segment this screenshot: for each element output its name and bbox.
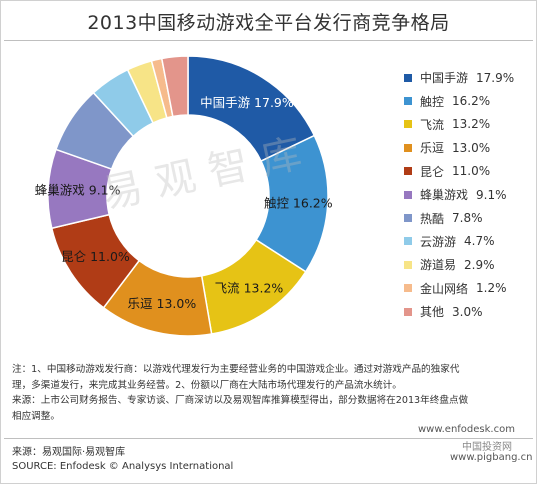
legend-swatch: [404, 167, 412, 176]
legend-item: 飞流 13.2%: [404, 113, 534, 136]
legend-label: 中国手游: [420, 71, 469, 86]
legend-item: 金山网络 1.2%: [404, 277, 534, 300]
legend-swatch: [404, 120, 412, 129]
legend-value: 11.0%: [452, 164, 491, 179]
site-url: www.enfodesk.com: [418, 424, 515, 435]
legend-swatch: [404, 73, 412, 82]
source-divider: [4, 438, 533, 439]
source-cn: 来源：易观国际·易观智库: [12, 447, 126, 458]
legend-item: 蜂巢游戏 9.1%: [404, 183, 534, 206]
title-divider: [4, 40, 533, 41]
chart-legend: 中国手游 17.9% 触控 16.2% 飞流 13.2% 乐逗 13.0% 昆仑 11.0% 蜂巢游…: [404, 66, 534, 323]
legend-label: 乐逗: [420, 141, 445, 156]
legend-item: 昆仑 11.0%: [404, 160, 534, 183]
chart-notes: 注：1、中国移动游戏发行商：以游戏代理发行为主要经营业务的中国游戏企业。通过对游…: [12, 362, 528, 424]
site-badge: 中国投资网: [462, 442, 512, 453]
legend-value: 16.2%: [452, 94, 491, 109]
legend-item: 云游游 4.7%: [404, 230, 534, 253]
legend-item: 其他 3.0%: [404, 300, 534, 323]
legend-item: 乐逗 13.0%: [404, 136, 534, 159]
legend-value: 1.2%: [476, 281, 507, 296]
legend-label: 金山网络: [420, 281, 469, 296]
legend-value: 7.8%: [452, 211, 483, 226]
legend-item: 中国手游 17.9%: [404, 66, 534, 89]
legend-value: 17.9%: [476, 70, 515, 85]
legend-item: 热酷 7.8%: [404, 206, 534, 229]
legend-swatch: [404, 260, 412, 269]
legend-label: 其他: [420, 305, 445, 320]
legend-label: 热酷: [420, 211, 445, 226]
legend-value: 13.0%: [452, 140, 491, 155]
donut-chart: 中国手游 17.9% 触控 16.2% 飞流 13.2% 乐逗 13.0% 昆仑 11.…: [35, 55, 333, 337]
note-line: 来源：上市公司财务报告、专家访谈、厂商深访以及易观智库推算模型得出，部分数据将在…: [12, 395, 469, 406]
legend-swatch: [404, 307, 412, 316]
chart-source: 来源：易观国际·易观智库 SOURCE: Enfodesk © Analysys…: [12, 446, 233, 474]
legend-value: 13.2%: [452, 117, 491, 132]
legend-value: 9.1%: [476, 187, 507, 202]
source-en: SOURCE: Enfodesk © Analysys Internationa…: [12, 461, 234, 472]
slice-label: 乐逗 13.0%: [128, 296, 197, 311]
legend-swatch: [404, 190, 412, 199]
legend-label: 昆仑: [420, 164, 445, 179]
note-line: 相应调整。: [12, 410, 60, 422]
note-line: 理，多渠道发行，来完成其业务经营。2、份额以厂商在大陆市场代理发行的产品流水统计…: [12, 379, 402, 391]
slice-label: 飞流 13.2%: [215, 281, 284, 296]
legend-value: 4.7%: [464, 234, 495, 249]
legend-swatch: [404, 284, 412, 293]
site-url-2: www.pigbang.cn: [450, 452, 533, 463]
note-line: 注：1、中国移动游戏发行商：以游戏代理发行为主要经营业务的中国游戏企业。通过对游…: [12, 364, 460, 375]
legend-label: 云游游: [420, 234, 457, 249]
legend-swatch: [404, 237, 412, 246]
legend-label: 触控: [420, 94, 445, 109]
slice-label: 蜂巢游戏 9.1%: [35, 183, 121, 198]
legend-swatch: [404, 214, 412, 223]
donut-slice-11: [160, 55, 189, 118]
legend-label: 飞流: [420, 117, 445, 132]
legend-value: 2.9%: [464, 257, 495, 272]
legend-label: 游道易: [420, 258, 457, 273]
legend-swatch: [404, 97, 412, 106]
legend-swatch: [404, 143, 412, 152]
chart-title: 2013中国移动游戏全平台发行商竞争格局: [87, 12, 450, 34]
slice-label: 昆仑 11.0%: [61, 249, 130, 264]
legend-value: 3.0%: [452, 304, 483, 319]
legend-item: 触控 16.2%: [404, 89, 534, 112]
legend-label: 蜂巢游戏: [420, 188, 469, 203]
slice-label: 中国手游 17.9%: [200, 95, 294, 110]
slice-label: 触控 16.2%: [264, 195, 333, 210]
legend-item: 游道易 2.9%: [404, 253, 534, 276]
